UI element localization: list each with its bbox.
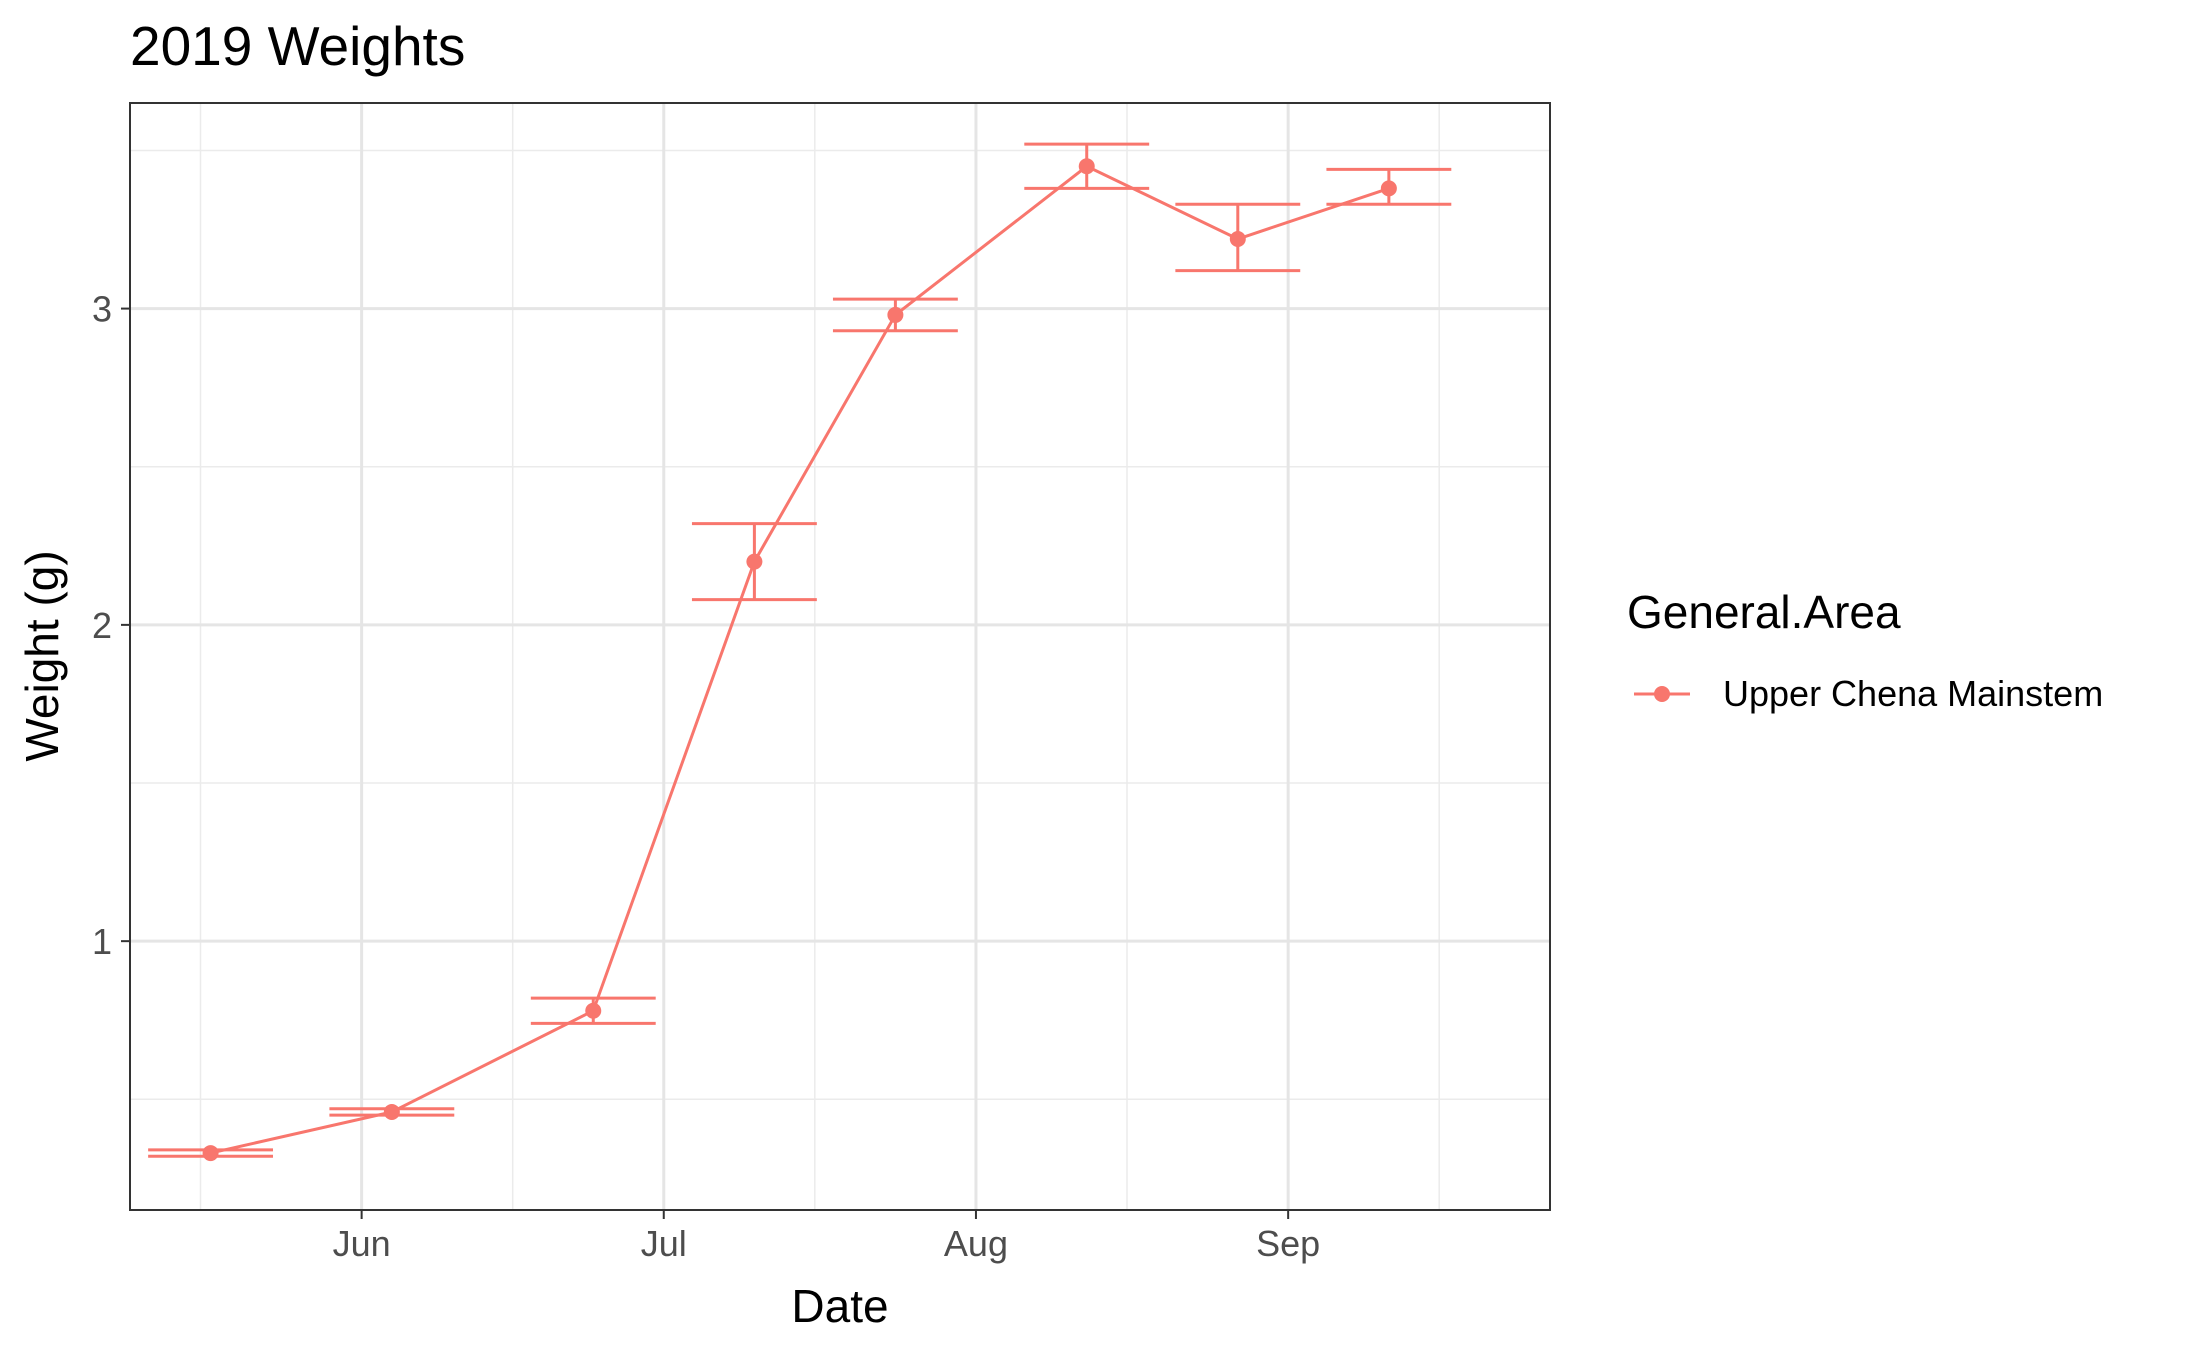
data-point [887,306,904,323]
y-tick-label: 1 [92,921,112,962]
y-tick-label: 2 [92,605,112,646]
legend-title: General.Area [1627,586,1901,638]
grid-lines [130,103,1550,1210]
series-line [210,164,1390,1155]
series-layer [148,142,1452,1162]
data-point [383,1103,400,1120]
data-point [1229,231,1246,248]
data-point [1380,180,1397,197]
x-tick-label: Jun [333,1223,391,1264]
data-point [585,1002,602,1019]
x-tick-label: Sep [1256,1223,1320,1264]
x-axis-title: Date [791,1280,888,1332]
plot-panel-border [129,102,1551,1211]
data-point [746,553,763,570]
x-axis: Jun Jul Aug Sep [333,1210,1320,1264]
x-tick-label: Aug [944,1223,1008,1264]
data-point [202,1145,219,1162]
legend: General.Area Upper Chena Mainstem [1627,586,2103,714]
legend-key-point [1654,686,1670,702]
data-point [1078,158,1095,175]
y-axis: 1 2 3 [92,289,130,962]
y-axis-title: Weight (g) [16,550,68,761]
legend-entry-upper-chena-mainstem: Upper Chena Mainstem [1723,673,2103,714]
chart-title: 2019 Weights [130,15,465,77]
x-tick-label: Jul [641,1223,687,1264]
plot-panel-background [130,103,1550,1210]
y-tick-label: 3 [92,289,112,330]
